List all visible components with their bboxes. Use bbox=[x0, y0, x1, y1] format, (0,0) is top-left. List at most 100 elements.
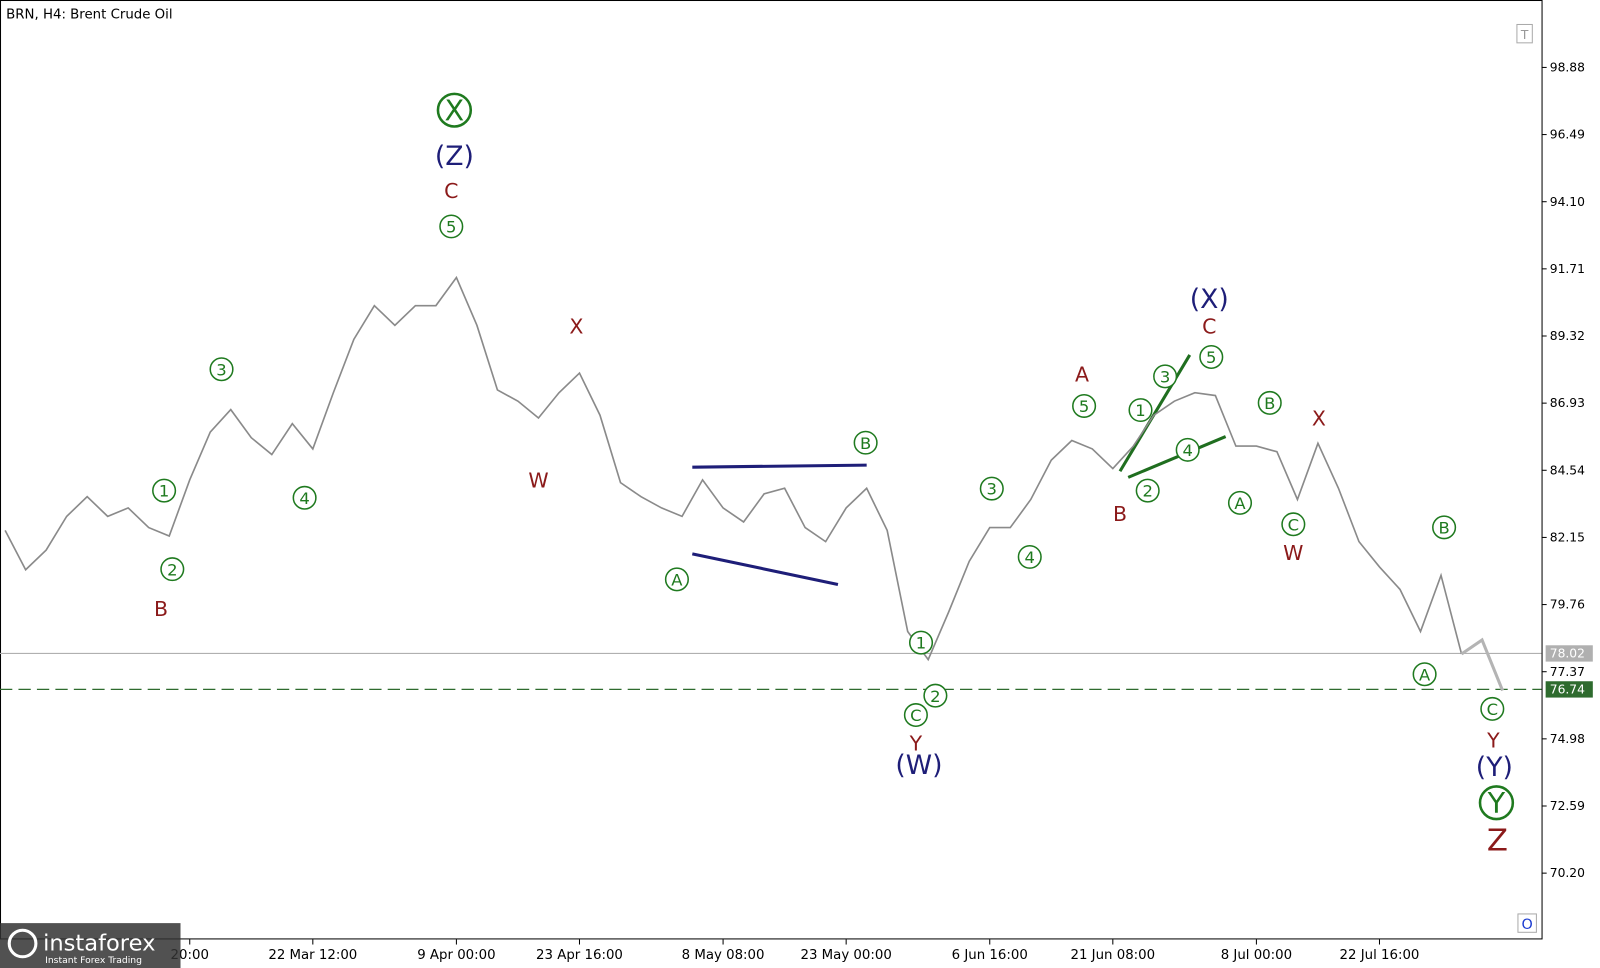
x-tick-label: 23 May 00:00 bbox=[800, 948, 891, 963]
wave-label: B bbox=[860, 434, 871, 453]
wave-label: 3 bbox=[1160, 368, 1170, 387]
wave-label: C bbox=[1202, 315, 1216, 339]
wave-label: Z bbox=[1487, 824, 1508, 859]
wave-label: B bbox=[1264, 394, 1275, 413]
x-tick-label: 21 Jun 08:00 bbox=[1071, 948, 1156, 963]
wave-circle bbox=[1135, 478, 1160, 503]
wave-label: C bbox=[910, 706, 921, 725]
wave-label: A bbox=[1075, 363, 1089, 387]
price-label: 78.02 bbox=[1550, 647, 1585, 661]
button-label[interactable]: O bbox=[1522, 917, 1533, 933]
wave-circle bbox=[853, 430, 878, 455]
wave-label: 1 bbox=[916, 634, 926, 653]
wave-label: C bbox=[1487, 700, 1498, 719]
wave-label: B bbox=[1113, 502, 1127, 526]
wave-circle bbox=[152, 478, 177, 503]
wave-label: X bbox=[1312, 406, 1326, 430]
wave-label: A bbox=[671, 571, 683, 590]
wave-label: 4 bbox=[1025, 548, 1035, 567]
logo-icon bbox=[7, 928, 38, 959]
wave-label: Y bbox=[909, 732, 923, 756]
logo-name: instaforex bbox=[43, 931, 155, 957]
wave-circle bbox=[908, 630, 934, 655]
wave-circle bbox=[1412, 662, 1437, 687]
wave-label: 4 bbox=[299, 489, 309, 508]
y-tick-label: 74.98 bbox=[1550, 732, 1585, 746]
logo-tagline: Instant Forex Trading bbox=[45, 955, 142, 966]
wave-label: 5 bbox=[446, 218, 456, 237]
triangle-line bbox=[691, 552, 839, 586]
y-tick-label: 84.54 bbox=[1550, 463, 1585, 477]
wave-circle bbox=[1480, 696, 1505, 721]
y-tick-label: 96.49 bbox=[1550, 128, 1585, 142]
wave-label: C bbox=[1288, 515, 1299, 534]
price-label: 76.74 bbox=[1550, 683, 1585, 697]
y-tick-label: 98.88 bbox=[1550, 61, 1585, 75]
wave-circle bbox=[439, 214, 464, 239]
top-button[interactable]: T bbox=[1516, 23, 1533, 44]
wave-label: A bbox=[1419, 665, 1431, 684]
wave-circle bbox=[664, 567, 689, 592]
x-tick-label: 8 May 08:00 bbox=[682, 948, 765, 963]
y-tick-label: 89.32 bbox=[1550, 329, 1585, 343]
x-tick-label: 6 Jun 16:00 bbox=[952, 948, 1028, 963]
button-label[interactable]: T bbox=[1520, 28, 1529, 42]
x-tick-label: 22 Mar 12:00 bbox=[268, 948, 357, 963]
diagonal-line bbox=[1118, 354, 1192, 473]
wave-lines bbox=[691, 354, 1227, 586]
y-tick-label: 72.59 bbox=[1550, 799, 1585, 813]
y-tick-label: 94.10 bbox=[1550, 195, 1585, 209]
wave-circle bbox=[1128, 398, 1153, 423]
wave-label: 3 bbox=[987, 480, 997, 499]
diagonal-line bbox=[1127, 435, 1227, 479]
chart-title: BRN, H4: Brent Crude Oil bbox=[6, 7, 172, 22]
wave-circle bbox=[436, 92, 473, 128]
wave-label: 2 bbox=[1142, 482, 1152, 501]
x-tick-label: 23 Apr 16:00 bbox=[536, 948, 623, 963]
triangle-line bbox=[692, 463, 867, 469]
logo-bg bbox=[0, 923, 181, 968]
logo: instaforex Instant Forex Trading bbox=[0, 923, 181, 968]
price-label-bg bbox=[1545, 681, 1593, 698]
wave-label: 2 bbox=[167, 560, 177, 579]
button-frame[interactable] bbox=[1517, 913, 1537, 933]
wave-circle bbox=[923, 683, 948, 708]
wave-label: C bbox=[444, 179, 458, 203]
y-tick-label: 91.71 bbox=[1550, 262, 1585, 276]
y-tick-label: 86.93 bbox=[1550, 396, 1585, 410]
wave-label: (Y) bbox=[1476, 752, 1513, 783]
wave-label: X bbox=[569, 315, 583, 339]
y-tick-label: 79.76 bbox=[1550, 598, 1585, 612]
wave-label: 5 bbox=[1079, 397, 1089, 416]
wave-label: (X) bbox=[1190, 284, 1229, 315]
wave-circle bbox=[1281, 512, 1306, 537]
wave-circle bbox=[1227, 490, 1253, 515]
button-frame[interactable] bbox=[1516, 23, 1533, 44]
y-tick-label: 70.20 bbox=[1550, 866, 1585, 880]
plot-frame bbox=[0, 0, 1543, 940]
wave-label: Y bbox=[1486, 729, 1500, 753]
price-line-series bbox=[4, 275, 1463, 662]
wave-label: W bbox=[528, 469, 548, 493]
wave-label: Y bbox=[1487, 786, 1506, 820]
wave-label: X bbox=[445, 93, 465, 127]
wave-label: 1 bbox=[159, 482, 169, 501]
wave-label: 3 bbox=[216, 360, 226, 379]
wave-circle bbox=[1153, 364, 1178, 389]
price-label-bg bbox=[1545, 645, 1593, 662]
wave-circle bbox=[1175, 437, 1200, 462]
wave-label: 2 bbox=[930, 687, 940, 706]
wave-circle bbox=[903, 703, 928, 728]
wave-label: (Z) bbox=[435, 141, 474, 172]
wave-circle bbox=[1478, 785, 1515, 821]
wave-circle bbox=[160, 557, 185, 582]
bottom-button[interactable]: O bbox=[1517, 913, 1537, 933]
wave-circle bbox=[1257, 390, 1282, 415]
wave-label: W bbox=[1283, 541, 1303, 565]
x-tick-label: 8 Jul 00:00 bbox=[1221, 948, 1292, 963]
wave-circle bbox=[292, 485, 317, 510]
wave-circle bbox=[209, 357, 234, 382]
forecast-line bbox=[1460, 637, 1504, 692]
wave-label: 4 bbox=[1182, 441, 1192, 460]
